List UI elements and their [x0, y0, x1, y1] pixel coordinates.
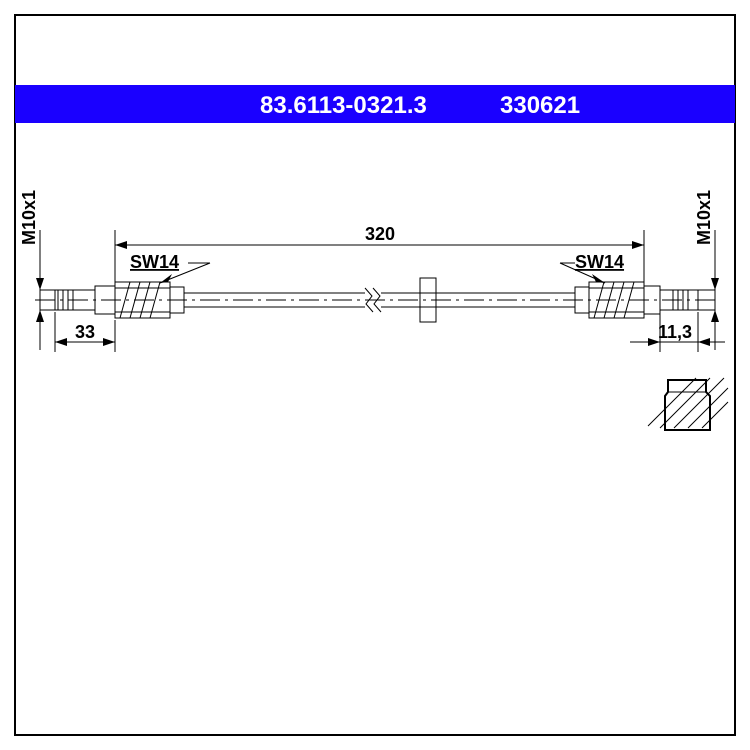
- dim-length: 320: [115, 224, 644, 282]
- svg-text:11,3: 11,3: [658, 322, 692, 342]
- label-sw14-right: SW14: [560, 252, 624, 283]
- svg-text:33: 33: [75, 322, 95, 342]
- svg-text:M10x1: M10x1: [19, 190, 39, 245]
- dim-thread-left: M10x1: [19, 190, 55, 350]
- dim-left-end: 33: [55, 312, 115, 352]
- technical-drawing: 83.6113-0321.3 330621: [0, 0, 750, 750]
- dim-length-label: 320: [365, 224, 395, 244]
- detail-view: [648, 378, 728, 430]
- svg-text:SW14: SW14: [575, 252, 624, 272]
- svg-text:SW14: SW14: [130, 252, 179, 272]
- label-sw14-left: SW14: [130, 252, 210, 283]
- part-number: 83.6113-0321.3: [260, 92, 427, 119]
- part-code: 330621: [500, 92, 580, 119]
- svg-text:M10x1: M10x1: [694, 190, 714, 245]
